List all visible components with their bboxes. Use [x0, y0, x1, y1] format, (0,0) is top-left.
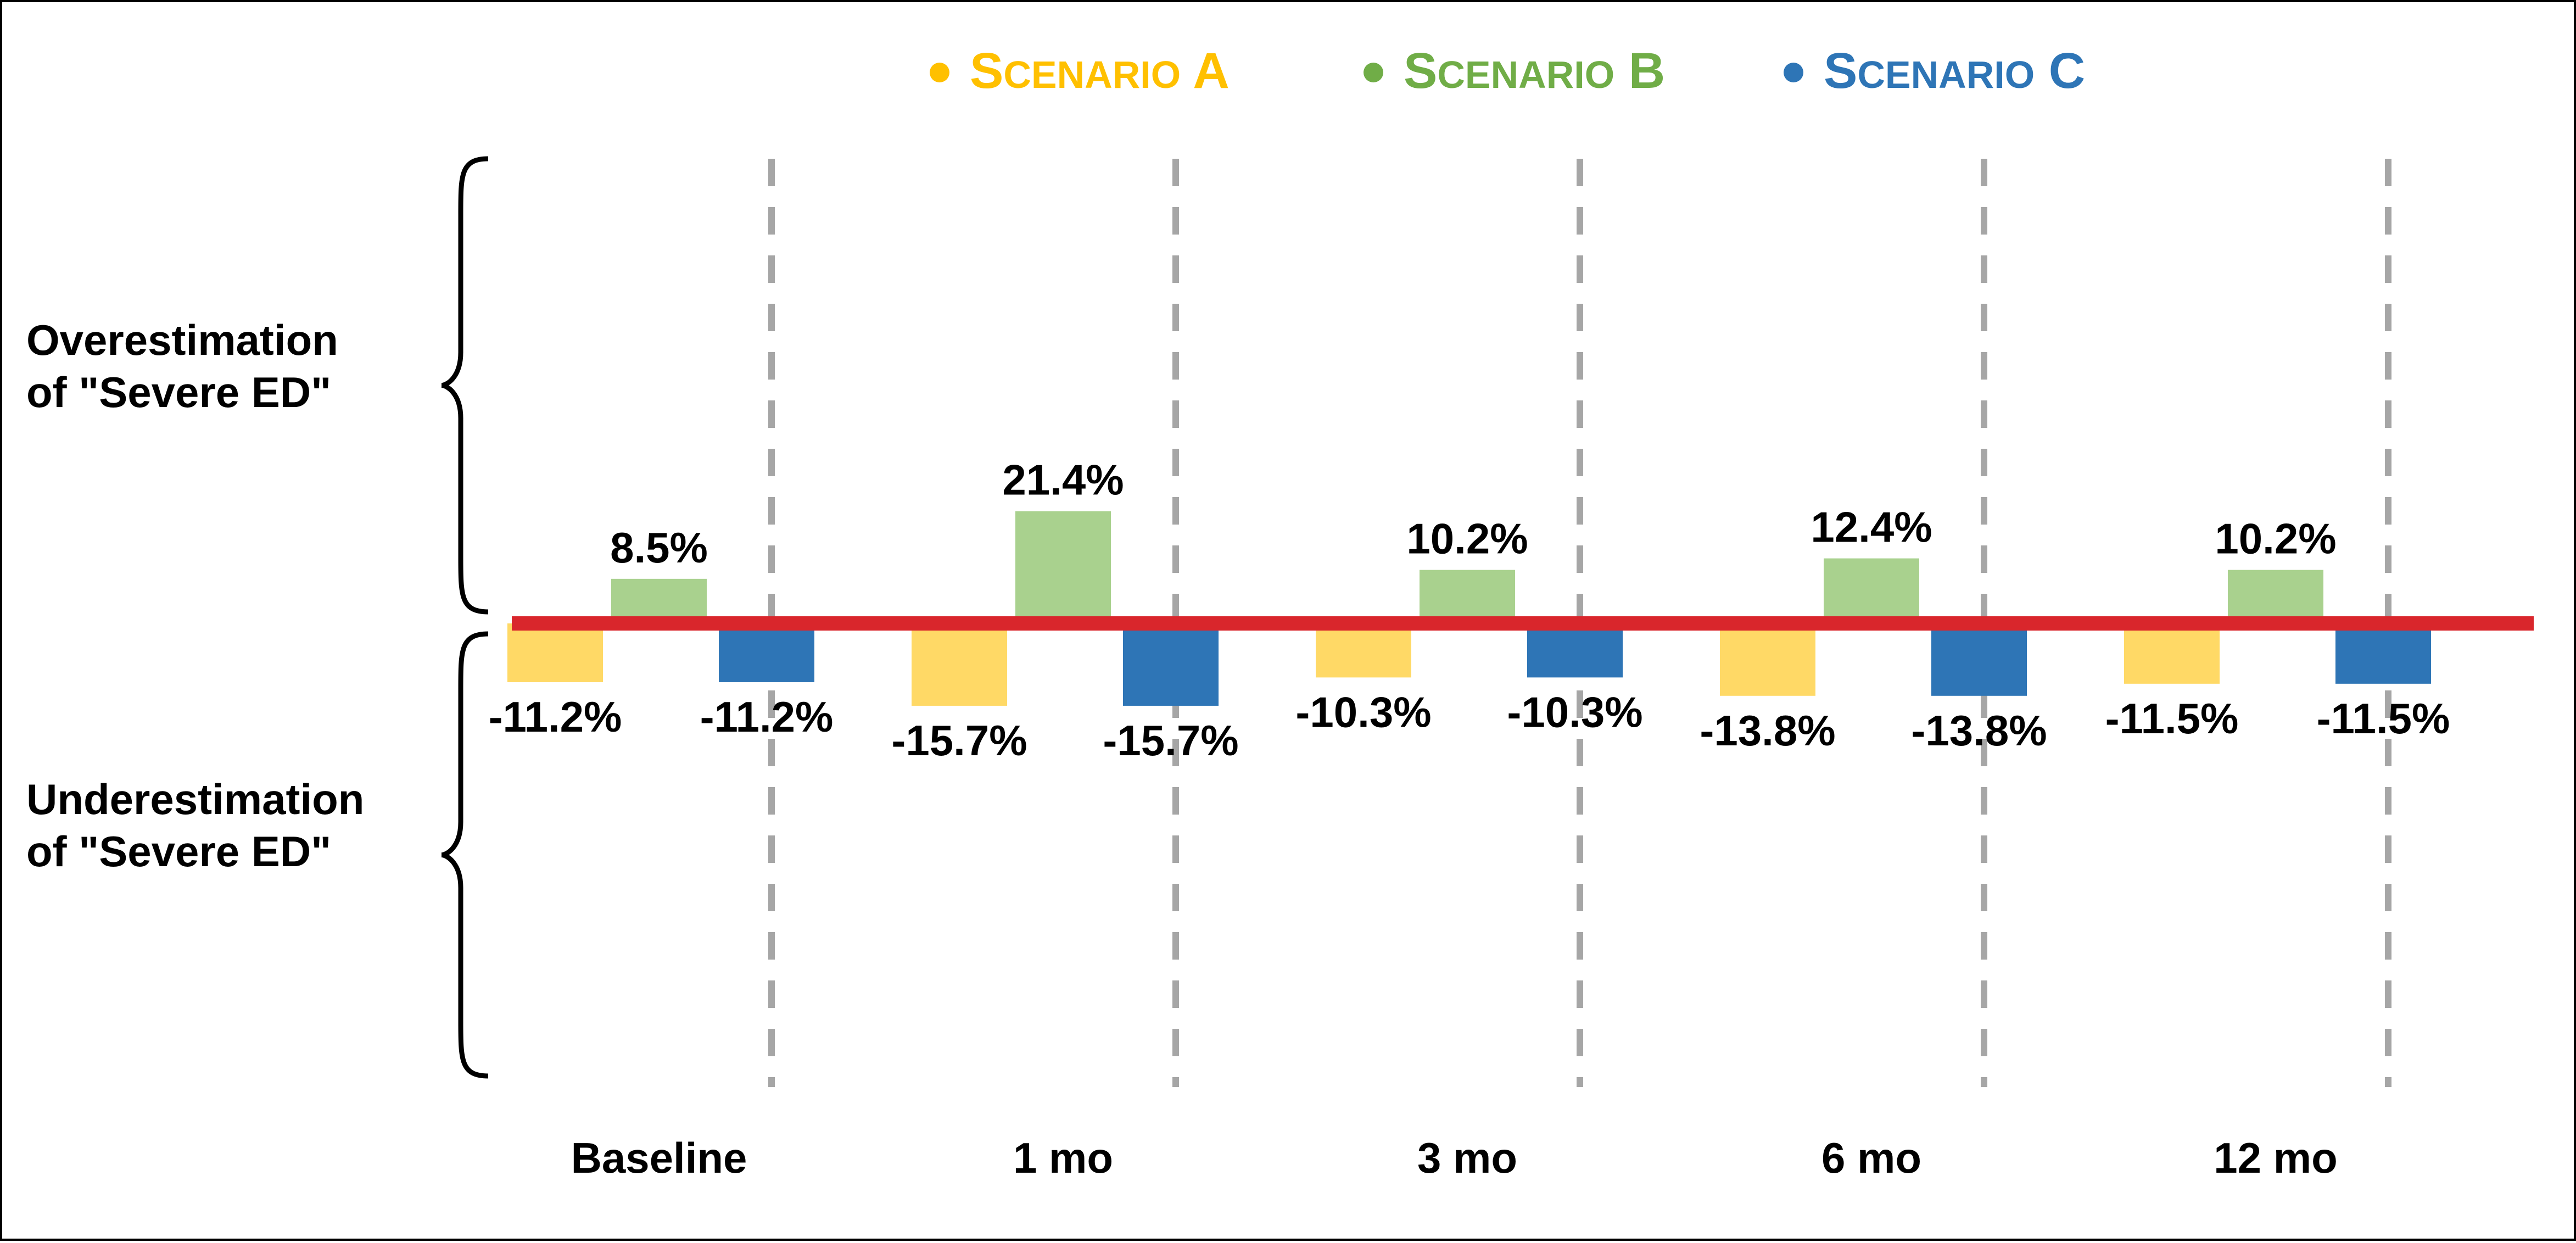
- x-axis-ticks: Baseline 1 mo 3 mo 6 mo 12 mo: [571, 1134, 2338, 1182]
- bar-scenario-a-3-mo: [1316, 623, 1411, 678]
- data-labels: -11.2% 8.5% -11.2% -15.7% 21.4% -15.7% -10.3% 1…: [489, 456, 2450, 765]
- bar-scenario-c-12-mo: [2335, 623, 2431, 684]
- bar-scenario-c-6-mo: [1931, 623, 2027, 696]
- legend-label-scenario-b: SCENARIO B: [1404, 43, 1665, 99]
- data-label-scenario-c-6-mo: -13.8%: [1911, 706, 2047, 755]
- bar-scenario-b-1-mo: [1015, 511, 1111, 623]
- bar-scenario-b-baseline: [611, 578, 707, 623]
- data-label-scenario-c-1-mo: -15.7%: [1103, 716, 1238, 765]
- legend-item-scenario-c: SCENARIO C: [1784, 43, 2085, 99]
- overestimation-label-line-2: of "Severe ED": [26, 368, 331, 416]
- x-tick-label-baseline: Baseline: [571, 1134, 747, 1182]
- data-label-scenario-c-12-mo: -11.5%: [2317, 694, 2450, 743]
- data-label-scenario-c-baseline: -11.2%: [700, 693, 834, 741]
- legend: SCENARIO A SCENARIO B SCENARIO C: [930, 43, 2085, 99]
- bar-scenario-a-12-mo: [2124, 623, 2220, 684]
- x-tick-label-6-mo: 6 mo: [1821, 1134, 1921, 1182]
- bar-scenario-a-1-mo: [912, 623, 1007, 706]
- data-label-scenario-a-6-mo: -13.8%: [1700, 706, 1835, 755]
- bar-scenario-b-3-mo: [1420, 570, 1515, 623]
- legend-item-scenario-b: SCENARIO B: [1364, 43, 1665, 99]
- side-braces: [441, 156, 489, 1079]
- bar-scenario-b-12-mo: [2228, 570, 2323, 623]
- data-label-scenario-b-1-mo: 21.4%: [1002, 456, 1124, 504]
- overestimation-label-line-1: Overestimation: [26, 316, 338, 364]
- legend-label-scenario-c: SCENARIO C: [1824, 43, 2085, 99]
- data-label-scenario-b-3-mo: 10.2%: [1406, 515, 1528, 563]
- overestimation-brace: [441, 156, 489, 615]
- legend-marker-scenario-c: [1784, 63, 1803, 82]
- underestimation-label-line-2: of "Severe ED": [26, 827, 331, 876]
- x-tick-label-3-mo: 3 mo: [1417, 1134, 1517, 1182]
- bar-scenario-c-3-mo: [1527, 623, 1623, 678]
- data-label-scenario-b-12-mo: 10.2%: [2215, 515, 2336, 563]
- bars: [507, 511, 2431, 706]
- bar-scenario-c-baseline: [719, 623, 814, 682]
- legend-marker-scenario-a: [930, 63, 949, 82]
- data-label-scenario-b-baseline: 8.5%: [610, 523, 708, 572]
- bar-scenario-a-6-mo: [1720, 623, 1815, 696]
- legend-label-scenario-a: SCENARIO A: [970, 43, 1230, 99]
- legend-marker-scenario-b: [1364, 63, 1383, 82]
- underestimation-label-line-1: Underestimation: [26, 775, 364, 823]
- data-label-scenario-a-12-mo: -11.5%: [2105, 694, 2239, 743]
- bar-scenario-a-baseline: [507, 623, 603, 682]
- underestimation-brace: [441, 631, 489, 1079]
- period-dividers: [768, 159, 2391, 1087]
- legend-item-scenario-a: SCENARIO A: [930, 43, 1230, 99]
- x-tick-label-1-mo: 1 mo: [1013, 1134, 1113, 1182]
- data-label-scenario-a-1-mo: -15.7%: [891, 716, 1027, 765]
- x-tick-label-12-mo: 12 mo: [2214, 1134, 2337, 1182]
- bar-scenario-c-1-mo: [1123, 623, 1219, 706]
- data-label-scenario-a-3-mo: -10.3%: [1295, 688, 1431, 736]
- data-label-scenario-c-3-mo: -10.3%: [1507, 688, 1642, 736]
- data-label-scenario-a-baseline: -11.2%: [489, 693, 622, 741]
- bar-scenario-b-6-mo: [1824, 558, 1919, 623]
- data-label-scenario-b-6-mo: 12.4%: [1811, 503, 1932, 551]
